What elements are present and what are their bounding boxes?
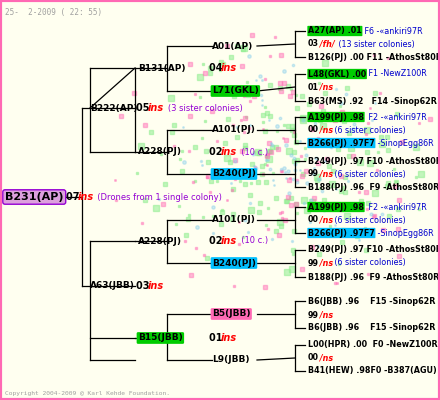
Text: A27(AP) .01: A27(AP) .01 [308, 26, 362, 36]
Text: /ns: /ns [317, 354, 333, 362]
Text: ins: ins [221, 236, 237, 246]
Text: 99: 99 [308, 310, 319, 320]
Text: (6 sister colonies): (6 sister colonies) [332, 170, 406, 178]
Text: A199(PJ) .98: A199(PJ) .98 [308, 112, 364, 122]
Text: 01: 01 [308, 82, 319, 92]
Text: A63(JBB): A63(JBB) [90, 282, 135, 290]
Text: 25-  2-2009 ( 22: 55): 25- 2-2009 ( 22: 55) [5, 8, 102, 17]
Text: ins: ins [221, 63, 237, 73]
Text: A228(PJ): A228(PJ) [138, 236, 182, 246]
Text: B188(PJ) .96  F9 -AthosSt80R: B188(PJ) .96 F9 -AthosSt80R [308, 272, 439, 282]
Text: L71(GKL): L71(GKL) [212, 86, 259, 96]
Text: (6 sister colonies): (6 sister colonies) [332, 258, 406, 268]
Text: (10 c.): (10 c.) [236, 236, 268, 246]
Text: L00(HPR) .00  F0 -NewZ100R: L00(HPR) .00 F0 -NewZ100R [308, 340, 438, 350]
Text: B6(JBB) .96    F15 -Sinop62R: B6(JBB) .96 F15 -Sinop62R [308, 324, 435, 332]
Text: B6(JBB) .96    F15 -Sinop62R: B6(JBB) .96 F15 -Sinop62R [308, 296, 435, 306]
Text: -SinopEgg86R: -SinopEgg86R [375, 228, 434, 238]
Text: ins: ins [221, 333, 237, 343]
Text: B240(PJ): B240(PJ) [212, 258, 256, 268]
Text: /fh/: /fh/ [317, 40, 335, 48]
Text: ins: ins [78, 192, 94, 202]
Text: 99: 99 [308, 170, 319, 178]
Text: (Drones from 1 single colony): (Drones from 1 single colony) [92, 192, 222, 202]
Text: ins: ins [148, 103, 164, 113]
Text: /ns: /ns [317, 126, 333, 134]
Text: 00: 00 [308, 216, 319, 224]
Text: /ns: /ns [317, 216, 333, 224]
Text: Copyright 2004-2009 @ Karl Kehde Foundation.: Copyright 2004-2009 @ Karl Kehde Foundat… [5, 391, 170, 396]
Text: (10 c.): (10 c.) [236, 148, 268, 156]
Text: (3 sister colonies): (3 sister colonies) [160, 104, 243, 112]
Text: /ns: /ns [317, 310, 333, 320]
Text: 04: 04 [209, 63, 226, 73]
Text: A01(AP): A01(AP) [212, 42, 253, 50]
Text: L48(GKL) .00: L48(GKL) .00 [308, 70, 366, 78]
Text: /ns: /ns [317, 82, 333, 92]
Text: B41(HEW) .98F0 -B387(AGU): B41(HEW) .98F0 -B387(AGU) [308, 366, 437, 376]
Text: 00: 00 [308, 354, 319, 362]
Text: F2 -«ankiri97R: F2 -«ankiri97R [366, 112, 427, 122]
Text: /ns: /ns [317, 258, 333, 268]
Text: ins: ins [221, 147, 237, 157]
Text: 05: 05 [136, 103, 153, 113]
Text: 03: 03 [308, 40, 319, 48]
Text: B126(PJ) .00 F11 -AthosSt80R: B126(PJ) .00 F11 -AthosSt80R [308, 52, 440, 62]
Text: L9(JBB): L9(JBB) [212, 356, 249, 364]
Text: B188(PJ) .96  F9 -AthosSt80R: B188(PJ) .96 F9 -AthosSt80R [308, 182, 439, 192]
Text: F6 -«ankiri97R: F6 -«ankiri97R [362, 26, 422, 36]
Text: B266(PJ) .97F7: B266(PJ) .97F7 [308, 228, 375, 238]
Text: B231(AP): B231(AP) [5, 192, 63, 202]
Text: -SinopEgg86R: -SinopEgg86R [375, 138, 434, 148]
Text: 02: 02 [209, 236, 226, 246]
Text: B266(PJ) .97F7: B266(PJ) .97F7 [308, 138, 375, 148]
Text: B15(JBB): B15(JBB) [138, 334, 183, 342]
Text: A101(PJ): A101(PJ) [212, 126, 256, 134]
Text: B5(JBB): B5(JBB) [212, 310, 250, 318]
Text: (13 sister colonies): (13 sister colonies) [336, 40, 415, 48]
Text: B240(PJ): B240(PJ) [212, 170, 256, 178]
Text: A228(PJ): A228(PJ) [138, 148, 182, 156]
Text: F1 -NewZ100R: F1 -NewZ100R [366, 70, 427, 78]
Text: B249(PJ) .97 F10 -AthosSt80R: B249(PJ) .97 F10 -AthosSt80R [308, 156, 440, 166]
Text: F2 -«ankiri97R: F2 -«ankiri97R [366, 202, 427, 212]
Text: ins: ins [148, 281, 164, 291]
Text: 00: 00 [308, 126, 319, 134]
Text: 01: 01 [209, 333, 226, 343]
Text: /ns: /ns [317, 170, 333, 178]
Text: (6 sister colonies): (6 sister colonies) [332, 216, 406, 224]
Text: A101(PJ): A101(PJ) [212, 216, 256, 224]
Text: 02: 02 [209, 147, 226, 157]
Text: B131(AP): B131(AP) [138, 64, 186, 72]
Text: B63(MS) .92   F14 -Sinop62R: B63(MS) .92 F14 -Sinop62R [308, 96, 437, 106]
Text: 07: 07 [66, 192, 83, 202]
Text: 99: 99 [308, 258, 319, 268]
Text: (6 sister colonies): (6 sister colonies) [332, 126, 406, 134]
Text: 03: 03 [136, 281, 153, 291]
Text: B222(AP): B222(AP) [90, 104, 137, 112]
Text: A199(PJ) .98: A199(PJ) .98 [308, 202, 364, 212]
Text: B249(PJ) .97 F10 -AthosSt80R: B249(PJ) .97 F10 -AthosSt80R [308, 246, 440, 254]
